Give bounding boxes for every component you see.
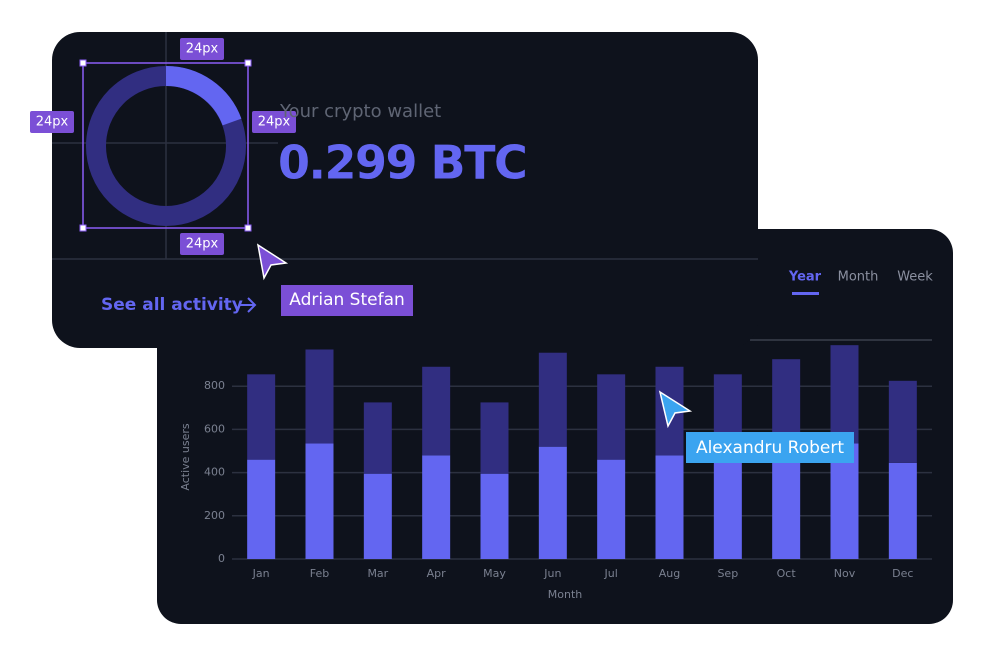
- x-tick-label: Apr: [427, 567, 447, 580]
- tab[interactable]: Year: [788, 270, 822, 285]
- activity-link[interactable]: See all activity: [101, 295, 243, 315]
- selection-box: [82, 62, 249, 229]
- x-tick-label: Aug: [659, 567, 680, 580]
- donut-segment: [165, 65, 242, 126]
- cursor: [256, 243, 289, 281]
- y-tick-label: 800: [204, 379, 225, 392]
- y-tick-label: 0: [218, 552, 225, 565]
- spacing-tag: [252, 111, 296, 133]
- x-tick-label: Sep: [717, 567, 738, 580]
- cursor-label-bg: [686, 432, 854, 463]
- cursor: [658, 390, 693, 429]
- handle: [244, 59, 252, 67]
- bar: [247, 374, 276, 460]
- bar: [830, 345, 859, 444]
- cursor-label: Alexandru Robert: [696, 438, 844, 458]
- wallet-amount: 0.299 BTC: [278, 136, 526, 190]
- spacing-tag: [180, 233, 224, 255]
- x-tick-label: Feb: [310, 567, 329, 580]
- wallet-label: Your crypto wallet: [279, 101, 441, 122]
- bar: [422, 455, 451, 559]
- bar: [772, 451, 801, 559]
- handle: [79, 224, 87, 232]
- bar: [655, 455, 684, 559]
- spacing-label: 24px: [186, 237, 219, 252]
- bar: [480, 402, 509, 474]
- bar: [713, 459, 742, 559]
- x-axis-label: Month: [548, 588, 583, 601]
- bar: [363, 473, 392, 559]
- cursor-label: Adrian Stefan: [289, 290, 405, 310]
- y-axis-label: Active users: [179, 423, 192, 491]
- tab-underline: [792, 292, 819, 295]
- x-tick-label: Jun: [543, 567, 561, 580]
- spacing-label: 24px: [258, 115, 291, 130]
- x-tick-label: Mar: [367, 567, 388, 580]
- bar: [888, 380, 917, 463]
- y-tick-label: 600: [204, 422, 225, 435]
- tab[interactable]: Week: [897, 270, 933, 285]
- y-tick-label: 200: [204, 509, 225, 522]
- handle: [244, 224, 252, 232]
- bar: [305, 443, 334, 559]
- bar: [422, 366, 451, 456]
- spacing-tag: [30, 111, 74, 133]
- bar: [305, 349, 334, 444]
- bar: [597, 374, 626, 460]
- tab[interactable]: Month: [838, 270, 879, 285]
- cursor-label-bg: [281, 285, 413, 316]
- x-tick-label: Nov: [834, 567, 856, 580]
- x-tick-label: Oct: [777, 567, 797, 580]
- handle: [79, 59, 87, 67]
- bar: [538, 446, 567, 559]
- bar: [247, 459, 276, 559]
- spacing-label: 24px: [186, 42, 219, 57]
- bar: [480, 473, 509, 559]
- spacing-tag: [180, 38, 224, 60]
- x-tick-label: Jan: [252, 567, 270, 580]
- x-tick-label: Dec: [892, 567, 913, 580]
- bar: [597, 459, 626, 559]
- bar: [363, 402, 392, 474]
- x-tick-label: Jul: [604, 567, 618, 580]
- wallet-card: 24px 24px 24px 24px Your crypto wallet 0…: [30, 32, 758, 348]
- bar: [888, 462, 917, 559]
- y-tick-label: 400: [204, 466, 225, 479]
- arrow-icon[interactable]: [239, 297, 257, 313]
- x-tick-label: May: [483, 567, 506, 580]
- spacing-label: 24px: [36, 115, 69, 130]
- bar: [538, 352, 567, 447]
